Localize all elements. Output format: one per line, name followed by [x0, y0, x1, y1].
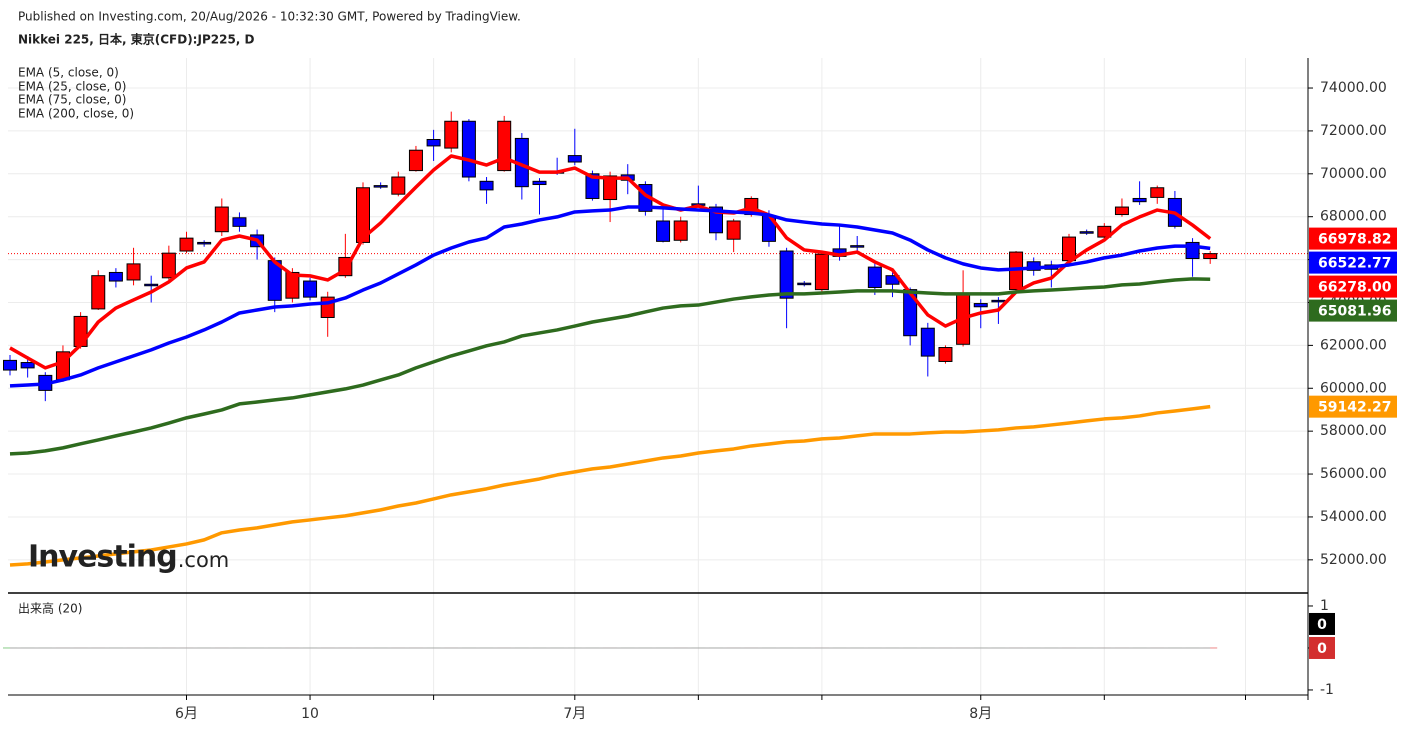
y-tick-label: 1	[1320, 598, 1329, 614]
candle-body	[1079, 231, 1094, 234]
candle-body	[3, 359, 17, 371]
y-tick-label: 60000.00	[1320, 380, 1387, 396]
chart-title: Nikkei 225, 日本, 東京(CFD):JP225, D	[18, 32, 255, 47]
candle-body	[867, 266, 882, 288]
price-label: 66978.82	[1318, 232, 1392, 248]
price-label-box	[1309, 299, 1397, 322]
x-tick-label: 8月	[969, 706, 992, 722]
candle-body	[356, 187, 370, 243]
candle-body	[179, 237, 194, 252]
price-label: 65081.96	[1318, 304, 1392, 320]
candle-body	[73, 315, 88, 347]
y-tick-label: 62000.00	[1320, 337, 1387, 353]
candle-body	[497, 120, 512, 172]
volume-label-box	[1309, 636, 1335, 659]
grid	[8, 58, 1308, 695]
candle-body	[656, 220, 671, 242]
y-tick-label: -1	[1320, 682, 1334, 698]
logo-brand: Investing	[28, 540, 177, 575]
candle-body	[285, 271, 300, 299]
price-label-box	[1309, 395, 1397, 418]
candle-body	[903, 289, 918, 337]
price-label-box	[1309, 275, 1397, 298]
candle-body	[567, 155, 582, 163]
volume-value-label: 0	[1317, 641, 1327, 657]
candle-body	[479, 180, 494, 191]
candle-body	[391, 176, 406, 195]
price-label: 59142.27	[1318, 400, 1392, 416]
y-tick-label: 68000.00	[1320, 209, 1387, 225]
candle-body	[920, 327, 935, 357]
candle-body	[144, 283, 159, 287]
legend-entry: EMA (25, close, 0)	[18, 80, 126, 94]
x-tick-label: 10	[301, 706, 319, 722]
x-tick-label: 7月	[563, 706, 586, 722]
y-tick-label: 58000.00	[1320, 423, 1387, 439]
candle-body	[161, 252, 176, 279]
candle-body	[408, 149, 423, 172]
candle-body	[973, 303, 988, 308]
candle-body	[444, 120, 459, 149]
published-note: Published on Investing.com, 20/Aug/2026 …	[18, 10, 521, 24]
legend-entry: EMA (5, close, 0)	[18, 66, 119, 80]
candle-body	[214, 206, 229, 233]
candle-body	[1114, 206, 1129, 216]
y-tick-label: 54000.00	[1320, 509, 1387, 525]
candle-body	[373, 185, 388, 188]
legend-entry: EMA (75, close, 0)	[18, 93, 126, 107]
candle-body	[197, 241, 212, 245]
price-label-box	[1309, 251, 1397, 274]
candle-body	[779, 250, 794, 299]
candle-body	[108, 271, 123, 282]
candle-body	[532, 180, 547, 186]
volume-value-label: 0	[1317, 617, 1327, 633]
candle-body	[673, 220, 688, 241]
legend-entry: EMA (200, close, 0)	[18, 107, 134, 121]
candle-body	[91, 275, 106, 310]
y-tick-label: 52000.00	[1320, 552, 1387, 568]
candle-body	[1132, 197, 1147, 203]
logo-suffix: .com	[178, 548, 230, 572]
volume-label-box	[1309, 612, 1335, 635]
y-tick-label: 56000.00	[1320, 466, 1387, 482]
candle-body	[232, 217, 247, 227]
price-label: 66278.00	[1318, 280, 1392, 296]
candle-body	[938, 347, 953, 362]
candle-body	[603, 175, 618, 201]
candle-body	[20, 362, 35, 369]
price-label-box	[1309, 227, 1397, 250]
candle-body	[797, 282, 812, 286]
candle-body	[126, 263, 141, 281]
candle-body	[461, 120, 476, 178]
candle-body	[1150, 187, 1165, 198]
y-tick-label: 72000.00	[1320, 123, 1387, 139]
candle-body	[426, 138, 441, 147]
candle-body	[1203, 253, 1218, 260]
candle-body	[585, 173, 600, 199]
ema-line	[9, 404, 1211, 567]
plot	[3, 111, 1218, 567]
y-tick-label: 74000.00	[1320, 80, 1387, 96]
candle-body	[1097, 225, 1112, 238]
candle-body	[850, 245, 865, 248]
candle-body	[303, 280, 318, 298]
candle-body	[991, 299, 1006, 303]
ema-line	[9, 205, 1211, 388]
x-tick-label: 6月	[175, 706, 198, 722]
price-label: 66522.77	[1318, 256, 1392, 272]
y-tick-label: 70000.00	[1320, 166, 1387, 182]
ema-line	[9, 154, 1212, 370]
candle-body	[726, 220, 741, 240]
volume-label: 出来高 (20)	[18, 602, 82, 616]
candle-body	[814, 253, 829, 291]
ema-line	[9, 277, 1211, 456]
